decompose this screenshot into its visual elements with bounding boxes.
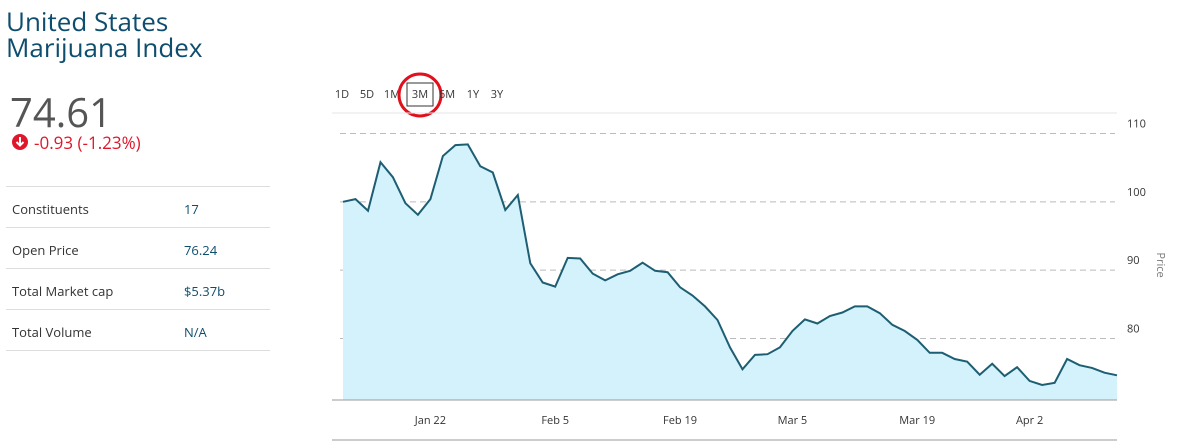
range-button[interactable]: 1D bbox=[335, 87, 349, 102]
y-axis-label: Price bbox=[1153, 252, 1168, 277]
stat-label: Open Price bbox=[12, 241, 79, 259]
x-tick-label: Mar 19 bbox=[899, 413, 935, 428]
y-tick-label: 110 bbox=[1127, 116, 1146, 131]
highlight-circle bbox=[397, 72, 443, 118]
stats-row: Constituents 17 bbox=[6, 186, 270, 228]
x-tick-label: Feb 5 bbox=[541, 413, 569, 428]
stat-label: Constituents bbox=[12, 200, 89, 218]
change: -0.93 (-1.23%) bbox=[34, 131, 141, 154]
stat-value: N/A bbox=[184, 323, 207, 341]
selected-range-box bbox=[406, 82, 434, 107]
area bbox=[343, 144, 1117, 400]
down-icon bbox=[12, 134, 28, 150]
stat-value: 17 bbox=[184, 200, 199, 218]
price: 74.61 bbox=[10, 84, 112, 139]
range-button[interactable]: 5D bbox=[360, 87, 374, 102]
range-button[interactable]: 1Y bbox=[467, 87, 480, 102]
range-button[interactable]: 1M bbox=[384, 87, 400, 102]
x-tick-label: Jan 22 bbox=[414, 413, 446, 428]
range-button[interactable]: 6M bbox=[439, 87, 455, 102]
stats-row: Total Market cap $5.37b bbox=[6, 268, 270, 310]
stat-value: $5.37b bbox=[184, 282, 226, 300]
stats-row: Open Price 76.24 bbox=[6, 227, 270, 269]
stat-value: 76.24 bbox=[184, 241, 218, 259]
x-tick-label: Feb 19 bbox=[663, 413, 697, 428]
title: United States bbox=[6, 3, 169, 39]
x-tick-label: Mar 5 bbox=[778, 413, 808, 428]
y-tick-label: 80 bbox=[1127, 321, 1140, 336]
y-tick-label: 100 bbox=[1127, 185, 1146, 200]
stat-label: Total Volume bbox=[12, 323, 92, 341]
range-button[interactable]: 3M bbox=[412, 87, 428, 102]
stats-row-end bbox=[6, 350, 270, 351]
stats-row: Total Volume N/A bbox=[6, 309, 270, 351]
x-tick-label: Apr 2 bbox=[1016, 413, 1043, 428]
y-tick-label: 90 bbox=[1127, 253, 1140, 268]
line bbox=[342, 143, 1118, 387]
title: Marijuana Index bbox=[6, 29, 203, 65]
stat-label: Total Market cap bbox=[12, 282, 114, 300]
range-button[interactable]: 3Y bbox=[491, 87, 504, 102]
